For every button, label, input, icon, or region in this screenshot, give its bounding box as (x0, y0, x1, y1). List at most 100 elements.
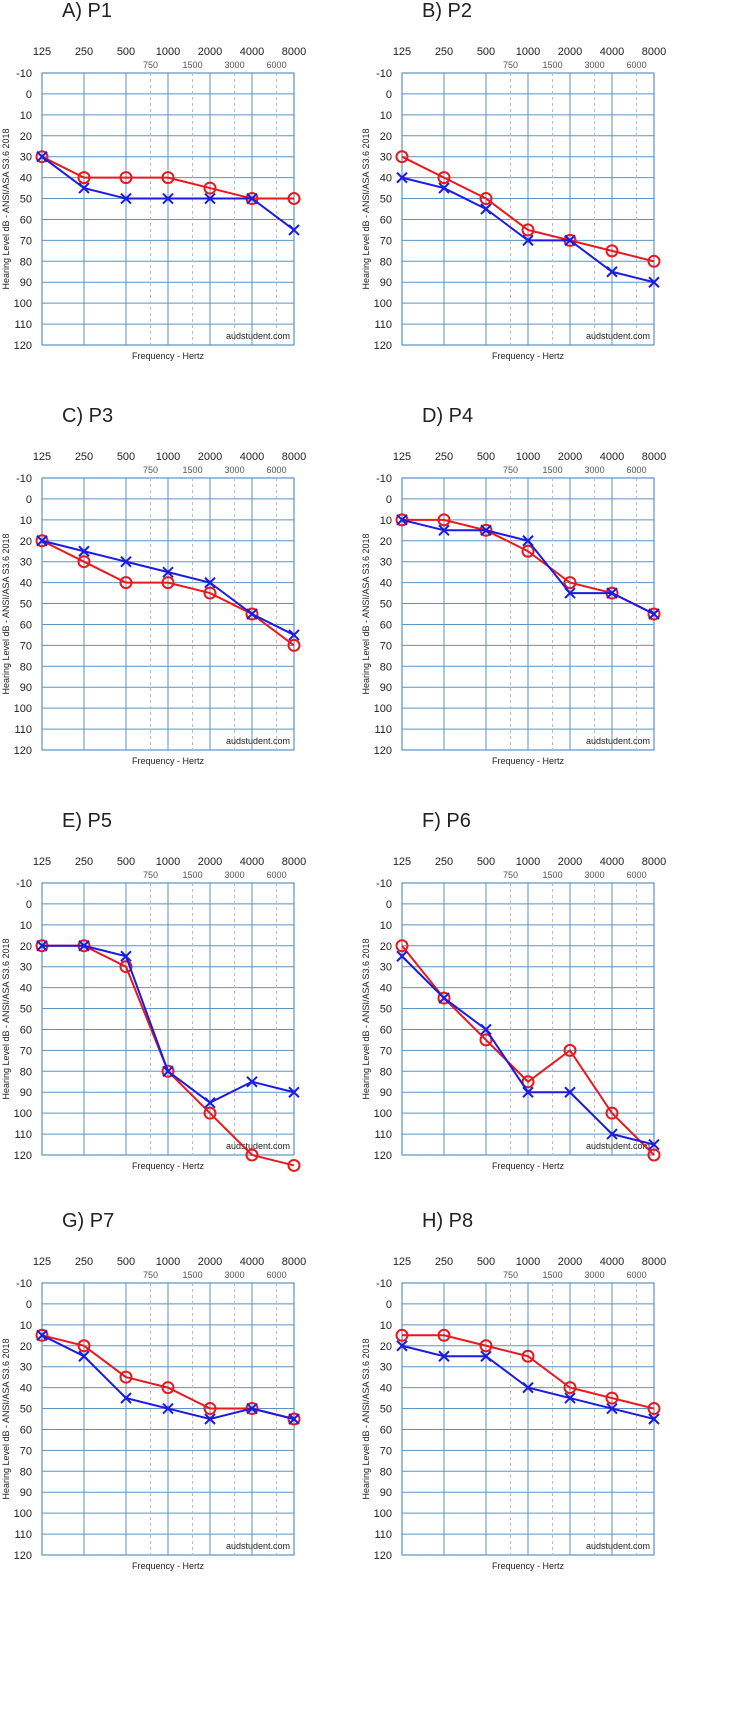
right-ear-marker (287, 192, 301, 206)
x-tick-label: 4000 (240, 1256, 264, 1268)
x-tick-label: 4000 (240, 46, 264, 58)
left-ear-marker (162, 1402, 174, 1415)
y-tick-label: -10 (376, 878, 392, 890)
left-ear-marker (522, 535, 534, 547)
right-ear-marker (119, 1370, 133, 1384)
left-ear-marker (36, 150, 48, 163)
audiogram-panel: C) P3 -10 0 10 20 30 40 50 60 70 80 90 100 110 120 125 2… (0, 405, 365, 835)
y-tick-label: 10 (380, 1320, 392, 1332)
audiogram-svg: -10 0 10 20 30 40 50 60 70 80 90 100 110 120 125 250 500… (1, 856, 306, 1172)
y-axis-label: Hearing Level dB - ANSI/ASA S3.6 2018 (361, 128, 371, 289)
x-tick-label: 2000 (198, 46, 222, 58)
right-ear-marker (521, 1349, 535, 1363)
x-tick-label: 4000 (600, 451, 624, 463)
right-ear-marker (437, 513, 451, 527)
x-axis-label: Frequency - Hertz (132, 351, 205, 361)
x-tick-label: 8000 (642, 46, 666, 58)
y-tick-label: 0 (26, 899, 32, 911)
left-ear-marker (522, 1381, 534, 1394)
x-minor-tick-label: 750 (503, 1270, 518, 1280)
right-ear-marker (479, 1033, 493, 1047)
audiogram-svg: -10 0 10 20 30 40 50 60 70 80 90 100 110 120 125 250 500… (361, 46, 666, 361)
x-minor-tick-label: 750 (143, 60, 158, 70)
x-tick-label: 250 (75, 46, 93, 58)
audiogram-panel: A) P1 -10 0 10 20 30 40 50 60 70 80 90 100 110 120 125 2… (0, 0, 365, 430)
x-minor-tick-label: 3000 (585, 60, 605, 70)
y-tick-label: 80 (20, 1466, 32, 1478)
right-ear-marker (77, 555, 91, 569)
x-tick-label: 500 (477, 46, 495, 58)
x-tick-label: 1000 (516, 46, 540, 58)
y-tick-label: 30 (380, 557, 392, 569)
right-ear-marker (35, 150, 49, 164)
right-ear-marker (35, 534, 49, 548)
x-axis-label: Frequency - Hertz (492, 1561, 565, 1571)
right-ear-marker (77, 1339, 91, 1353)
left-ear-marker (606, 1402, 618, 1415)
right-ear-marker (287, 1412, 301, 1426)
y-tick-label: 20 (20, 131, 32, 143)
left-ear-marker (522, 1086, 534, 1098)
x-minor-tick-label: 3000 (225, 1270, 245, 1280)
right-ear-marker (203, 181, 217, 195)
y-axis-label: Hearing Level dB - ANSI/ASA S3.6 2018 (1, 1338, 11, 1499)
y-tick-label: 0 (386, 1299, 392, 1311)
y-tick-label: -10 (16, 68, 32, 80)
right-ear-marker (203, 586, 217, 600)
x-tick-label: 2000 (198, 451, 222, 463)
y-tick-label: 110 (14, 1129, 32, 1141)
y-tick-label: 40 (20, 1383, 32, 1395)
y-tick-label: 0 (26, 89, 32, 101)
watermark: audstudent.com (586, 736, 650, 746)
x-minor-tick-label: 6000 (267, 60, 287, 70)
left-ear-marker (480, 203, 492, 215)
panel-title: H) P8 (422, 1210, 474, 1232)
x-minor-tick-label: 1500 (183, 465, 203, 475)
y-tick-label: 20 (380, 131, 392, 143)
watermark: audstudent.com (586, 331, 650, 341)
x-tick-label: 125 (393, 451, 411, 463)
x-minor-tick-label: 6000 (627, 465, 647, 475)
y-tick-label: 90 (20, 1087, 32, 1099)
y-tick-label: 30 (380, 962, 392, 974)
x-tick-label: 250 (435, 1256, 453, 1268)
watermark: audstudent.com (586, 1541, 650, 1551)
y-tick-label: 80 (380, 256, 392, 268)
left-ear-marker (438, 524, 450, 537)
y-tick-label: 70 (20, 1045, 32, 1057)
x-tick-label: 8000 (282, 46, 306, 58)
y-tick-label: 30 (20, 1362, 32, 1374)
panel-title: D) P4 (422, 405, 474, 427)
x-tick-label: 500 (117, 451, 135, 463)
y-tick-label: 20 (20, 1341, 32, 1353)
right-ear-marker (647, 607, 661, 621)
y-tick-label: 30 (20, 557, 32, 569)
right-ear-marker (245, 1402, 259, 1416)
panel-title: G) P7 (62, 1210, 115, 1232)
right-ear-marker (479, 192, 493, 206)
x-tick-label: 8000 (642, 451, 666, 463)
left-ear-marker (288, 629, 300, 641)
right-ear-marker (563, 576, 577, 590)
x-minor-tick-label: 6000 (627, 60, 647, 70)
x-tick-label: 8000 (642, 1256, 666, 1268)
y-tick-label: 0 (386, 494, 392, 506)
right-ear-marker (203, 1106, 217, 1120)
y-tick-label: 10 (20, 920, 32, 932)
x-axis-label: Frequency - Hertz (492, 756, 565, 766)
y-tick-label: 0 (386, 89, 392, 101)
audiogram-svg: -10 0 10 20 30 40 50 60 70 80 90 100 110 120 125 250 500… (361, 856, 666, 1171)
left-ear-marker (396, 171, 408, 184)
y-tick-label: 110 (14, 319, 32, 331)
right-ear-marker (437, 171, 451, 185)
x-tick-label: 4000 (240, 856, 264, 868)
y-tick-label: 50 (20, 1404, 32, 1416)
panel-title: B) P2 (422, 0, 473, 22)
y-tick-label: 100 (374, 298, 392, 310)
panel-title: A) P1 (62, 0, 113, 22)
audiogram-svg: -10 0 10 20 30 40 50 60 70 80 90 100 110 120 125 250 500… (361, 451, 666, 766)
y-tick-label: 50 (380, 599, 392, 611)
y-tick-label: 20 (380, 1341, 392, 1353)
left-ear-marker (564, 1392, 576, 1404)
